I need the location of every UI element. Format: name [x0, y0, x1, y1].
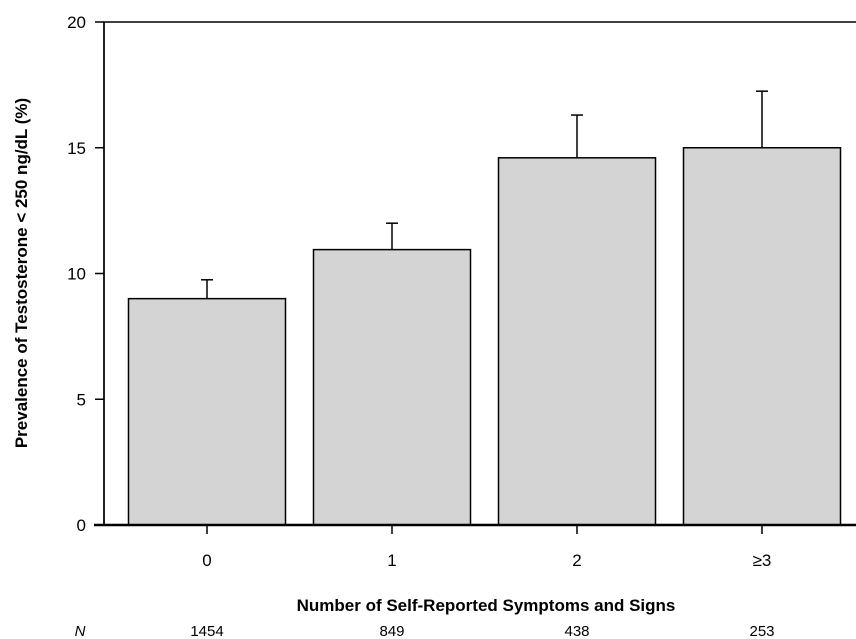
y-tick-label-0: 0	[77, 516, 86, 535]
bar-1	[312, 248, 472, 526]
bar-0	[127, 297, 287, 526]
x-tick-label-3: ≥3	[753, 551, 772, 570]
bars-group	[127, 147, 842, 526]
y-tick-label-3: 15	[67, 139, 86, 158]
n-value-2: 438	[564, 623, 589, 639]
y-axis-ticks: 0 5 10 15 20	[67, 13, 104, 535]
bar-3	[682, 147, 842, 526]
y-tick-label-1: 5	[77, 390, 86, 409]
n-values-row: 1454 849 438 253	[190, 623, 774, 639]
x-axis-title: Number of Self-Reported Symptoms and Sig…	[297, 596, 676, 615]
x-tick-label-2: 2	[572, 551, 581, 570]
n-row-title: N	[75, 623, 86, 639]
y-tick-label-4: 20	[67, 13, 86, 32]
y-tick-label-2: 10	[67, 265, 86, 284]
x-axis-ticks: 0 1 2 ≥3	[202, 525, 771, 570]
n-value-0: 1454	[190, 623, 223, 639]
y-axis-title: Prevalence of Testosterone < 250 ng/dL (…	[12, 98, 31, 448]
x-tick-label-1: 1	[387, 551, 396, 570]
error-bars-group	[201, 90, 768, 299]
x-tick-label-0: 0	[202, 551, 211, 570]
n-value-3: 253	[749, 623, 774, 639]
bar-2	[497, 157, 657, 526]
n-value-1: 849	[379, 623, 404, 639]
